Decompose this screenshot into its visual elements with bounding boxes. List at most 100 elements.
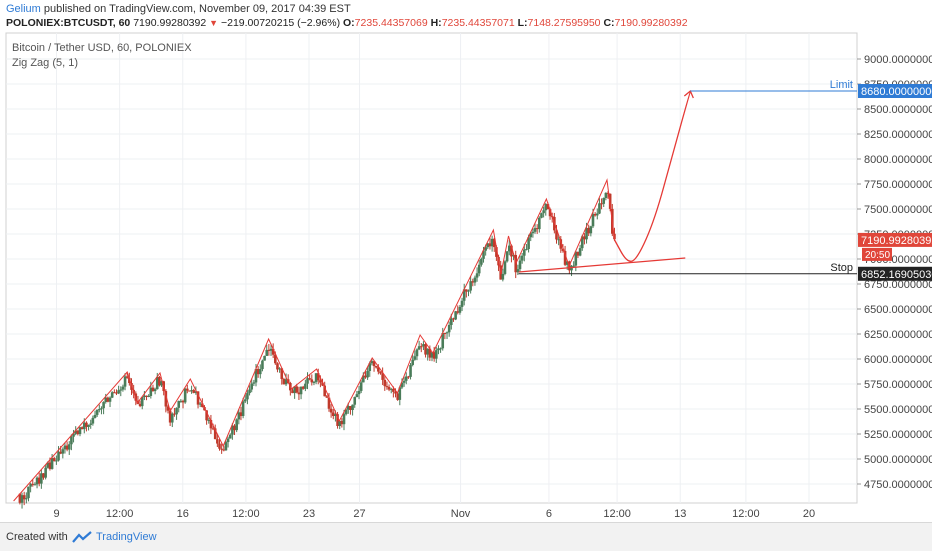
candle-body	[353, 397, 357, 405]
candle-body	[48, 462, 52, 469]
candle-body	[310, 379, 314, 383]
candle-body	[585, 227, 588, 240]
candle-body	[555, 230, 558, 240]
candle-body	[525, 249, 528, 251]
candle-body	[394, 391, 397, 394]
y-tick-label: 8000.00000000	[864, 154, 932, 166]
candle-body	[602, 198, 606, 204]
candle-body	[224, 442, 228, 451]
candle-body	[379, 371, 382, 374]
candle-body	[559, 239, 563, 249]
created-with-label: Created with	[6, 531, 68, 543]
candle-body	[27, 486, 30, 499]
candle-body	[72, 433, 75, 437]
candle-body	[600, 203, 603, 205]
candle-body	[540, 213, 543, 218]
candle-body	[233, 425, 236, 431]
candle-body	[216, 439, 219, 444]
candle-body	[503, 261, 507, 274]
limit-label: Limit	[830, 79, 853, 91]
x-tick-label: 20	[803, 508, 815, 520]
candle-body	[469, 281, 472, 291]
candle-body	[606, 192, 610, 194]
x-axis[interactable]: 9 12:00 16 12:00 23 27 Nov 6 12:00 13 12:00 20	[53, 508, 815, 520]
candle-body	[593, 214, 597, 216]
author-link[interactable]: Gelium	[6, 3, 41, 15]
candle-body	[76, 430, 80, 435]
candle-body	[580, 236, 584, 249]
candle-body	[583, 236, 586, 240]
candle-body	[424, 344, 427, 355]
candle-body	[44, 467, 47, 478]
candle-body	[89, 423, 93, 425]
candle-body	[267, 349, 271, 351]
low-label: L:	[517, 17, 528, 29]
candle-body	[140, 397, 144, 407]
x-tick-label: 23	[303, 508, 315, 520]
candle-body	[357, 390, 361, 395]
price-chart[interactable]: Limit Stop 9000.000000008750.000000008500…	[0, 0, 932, 522]
candle-body	[447, 324, 451, 333]
candle-body	[61, 449, 65, 454]
candle-body	[331, 412, 335, 416]
candle-body	[104, 397, 108, 403]
candle-body	[538, 217, 541, 230]
candle-body	[100, 408, 103, 410]
candle-body	[153, 389, 157, 392]
candle-body	[557, 239, 560, 241]
candle-body	[239, 412, 243, 416]
countdown-text: 20:50	[865, 250, 890, 261]
candle-body	[138, 403, 142, 407]
low-value: 7148.27595950	[527, 17, 601, 29]
candle-body	[531, 231, 535, 234]
candle-body	[237, 412, 241, 420]
candle-body	[102, 402, 105, 409]
candle-body	[323, 385, 326, 397]
tradingview-brand[interactable]: TradingView	[96, 531, 157, 543]
candle-body	[59, 451, 62, 454]
candle-body	[269, 348, 273, 351]
candle-body	[231, 425, 234, 435]
countdown-badge	[862, 247, 892, 261]
candle-body	[254, 368, 258, 383]
candle-body	[35, 477, 39, 485]
candle-body	[226, 438, 230, 443]
candle-body	[426, 348, 430, 355]
candle-body	[574, 251, 578, 266]
candle-body	[327, 397, 331, 409]
open-label: O:	[343, 17, 355, 29]
candle-body	[205, 410, 208, 421]
candle-body	[319, 380, 322, 383]
candle-body	[570, 266, 573, 271]
candle-body	[306, 378, 309, 384]
candle-body	[93, 414, 97, 418]
candle-body	[250, 383, 254, 390]
candle-body	[398, 387, 402, 400]
candle-body	[301, 386, 305, 389]
candle-body	[213, 428, 217, 440]
candle-body	[450, 318, 453, 325]
candle-body	[181, 400, 185, 403]
candle-body	[411, 359, 414, 365]
candle-body	[482, 250, 485, 259]
symbol-label: POLONIEX:BTCUSDT, 60	[6, 17, 131, 29]
candle-body	[155, 376, 159, 390]
candle-body	[445, 332, 449, 334]
support-trendline	[518, 257, 686, 273]
zigzag-line	[13, 178, 616, 502]
candle-body	[422, 344, 425, 347]
candle-body	[188, 390, 191, 392]
y-tick-label: 7500.00000000	[864, 204, 932, 216]
candle-body	[40, 473, 43, 484]
y-tick-label: 6250.00000000	[864, 329, 932, 341]
candle-body	[505, 251, 509, 262]
candle-body	[452, 318, 455, 320]
y-axis[interactable]: 9000.000000008750.000000008500.000000008…	[857, 54, 932, 491]
ohlc-header: POLONIEX:BTCUSDT, 60 7190.99280392 ▼ −21…	[6, 17, 688, 29]
candle-body	[346, 406, 350, 410]
candle-body	[265, 349, 269, 356]
candle-body	[473, 277, 477, 283]
x-tick-label: 13	[674, 508, 686, 520]
candle-body	[338, 420, 342, 427]
candle-body	[209, 419, 213, 429]
